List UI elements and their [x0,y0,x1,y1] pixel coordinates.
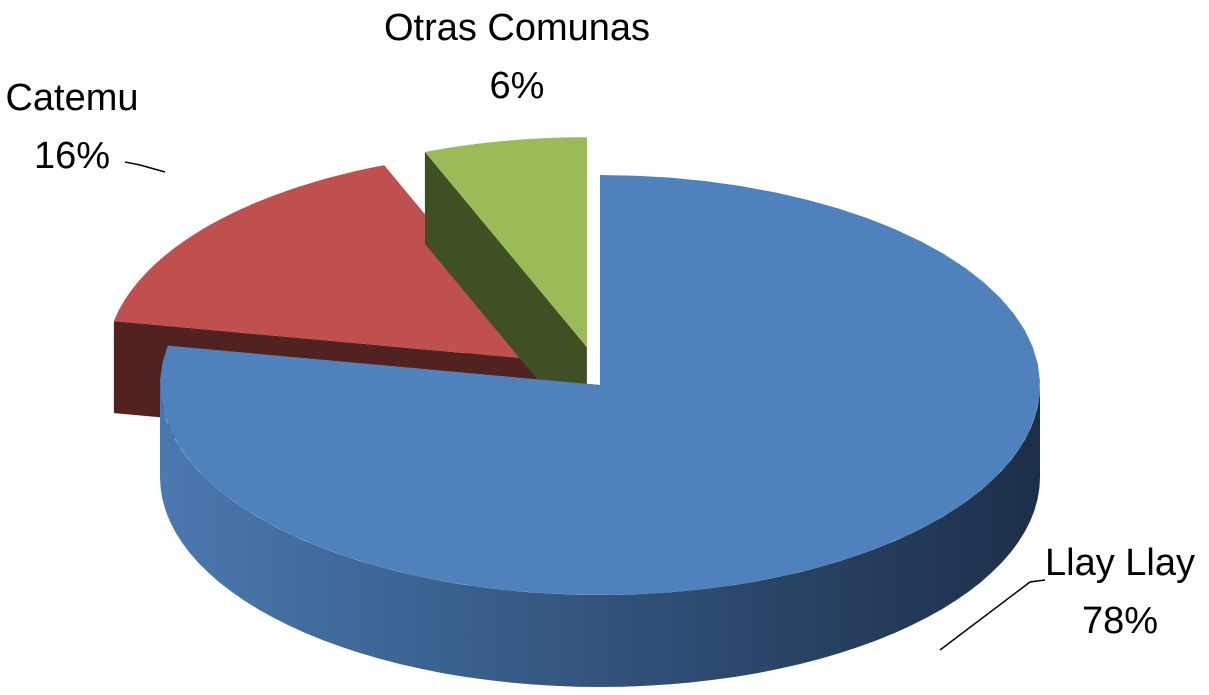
leader-line [124,161,166,173]
value-label: 78% [1082,600,1158,642]
category-label: Catemu [5,77,138,119]
slice [113,165,547,361]
slice-cut-face [424,151,587,440]
slice [424,137,587,348]
category-label: Otras Comunas [384,7,650,49]
value-label: 6% [490,65,545,107]
leader-line [939,579,1046,651]
category-label: Llay Llay [1045,542,1195,584]
slice-side [160,385,1040,687]
value-label: 16% [34,135,110,177]
slice [160,175,1040,595]
